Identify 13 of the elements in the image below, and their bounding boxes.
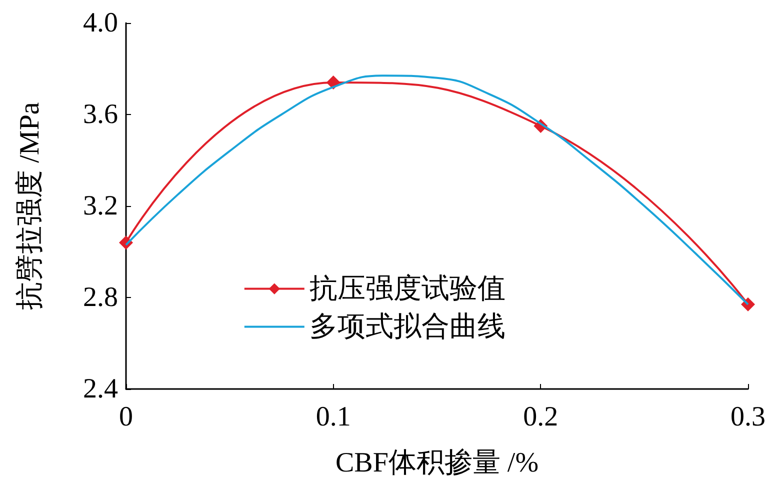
y-tick-label: 2.4 [83, 374, 118, 404]
x-tick-label: 0.1 [316, 402, 351, 432]
y-axis-title: 抗劈拉强度 /MPa [14, 102, 46, 310]
x-tick-label: 0.2 [523, 402, 558, 432]
legend-label: 抗压强度试验值 [309, 273, 506, 304]
y-tick-label: 3.2 [83, 190, 118, 222]
y-tick-label: 2.8 [83, 282, 118, 313]
x-tick-label: 0.3 [730, 402, 766, 432]
y-tick-label: 4.0 [83, 8, 118, 38]
legend-label: 多项式拟合曲线 [309, 311, 506, 342]
y-tick-label: 3.6 [83, 99, 118, 130]
x-axis-title: CBF体积掺量 /% [335, 448, 539, 478]
x-tick-label: 0 [119, 402, 133, 432]
